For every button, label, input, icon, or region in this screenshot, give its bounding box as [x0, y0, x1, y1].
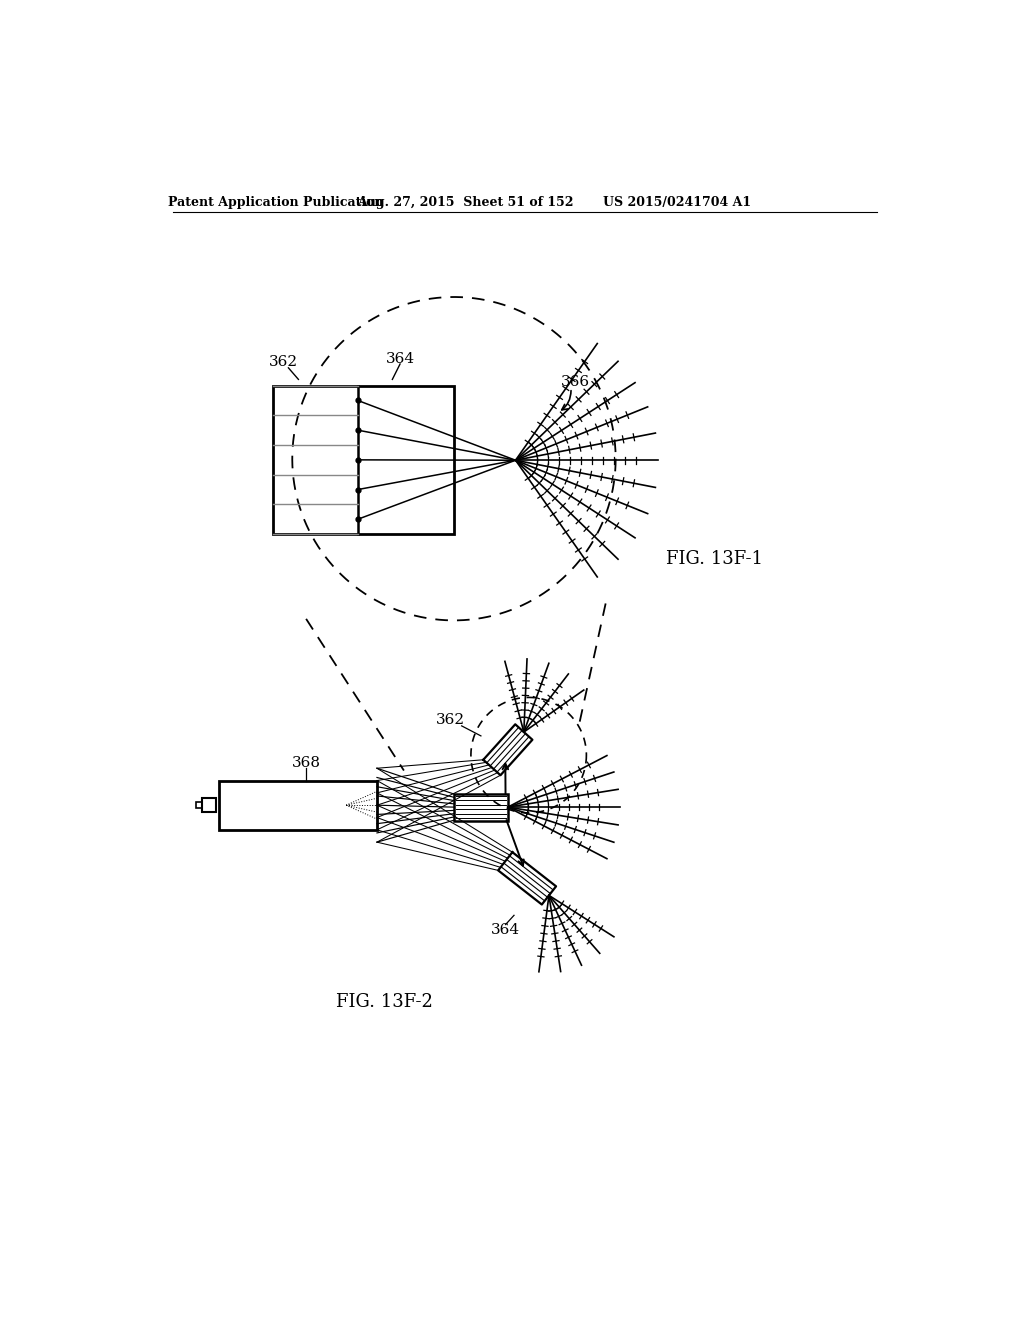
Text: 366: 366 [561, 375, 590, 388]
Text: 364: 364 [490, 923, 520, 937]
Text: 362: 362 [268, 355, 298, 370]
Bar [196, 803, 202, 808]
Text: 368: 368 [292, 756, 321, 770]
Bar [273, 385, 454, 535]
Text: 362: 362 [435, 714, 465, 727]
Text: Aug. 27, 2015  Sheet 51 of 152: Aug. 27, 2015 Sheet 51 of 152 [357, 195, 573, 209]
Text: US 2015/0241704 A1: US 2015/0241704 A1 [603, 195, 752, 209]
Bar [454, 793, 508, 821]
Text: 364: 364 [385, 351, 415, 366]
Bar [219, 780, 377, 830]
Text: FIG. 13F-1: FIG. 13F-1 [666, 550, 763, 568]
Text: FIG. 13F-2: FIG. 13F-2 [336, 993, 433, 1011]
Text: Patent Application Publication: Patent Application Publication [168, 195, 383, 209]
Bar [202, 799, 216, 812]
